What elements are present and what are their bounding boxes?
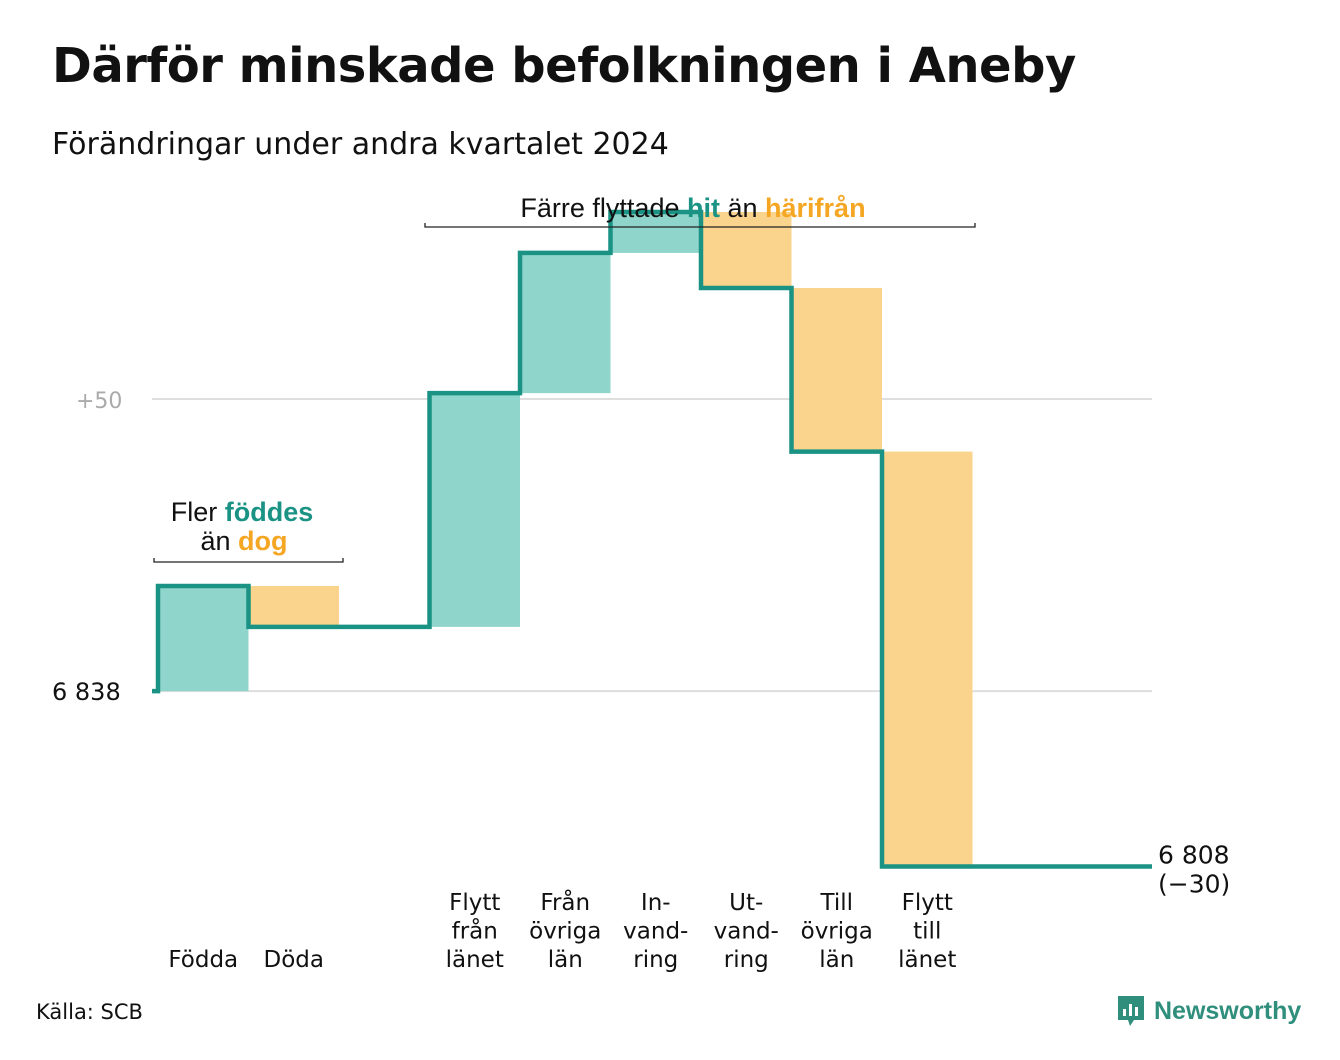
annotation-segment: Färre flyttade <box>520 193 687 223</box>
category-label: från <box>452 917 498 945</box>
annotation-segment: Fler <box>171 497 225 527</box>
category-label: länet <box>446 947 504 973</box>
category-label: län <box>819 947 854 973</box>
step-line <box>152 209 1152 869</box>
category-label: övriga <box>529 919 601 945</box>
bar-döda <box>248 585 339 627</box>
annotation-segment: föddes <box>225 497 314 527</box>
brand-name: Newsworthy <box>1154 996 1302 1025</box>
annotation-segment: hit <box>687 193 720 223</box>
category-label: In- <box>641 890 671 916</box>
annotation-segment: än <box>720 193 765 223</box>
source-note: Källa: SCB <box>36 1000 143 1024</box>
bar-födda <box>158 585 249 692</box>
end-change-label: (−30) <box>1158 869 1230 898</box>
annotation-births-bracket <box>153 558 344 563</box>
end-value-label: 6 808 <box>1158 840 1230 869</box>
category-label: län <box>548 947 583 973</box>
bar-flytt-till-länet <box>882 451 973 867</box>
chart-subtitle: Förändringar under andra kvartalet 2024 <box>52 127 669 162</box>
category-label: Flytt <box>902 890 953 916</box>
y-label-plus50: +50 <box>76 389 122 414</box>
category-label: Till <box>819 890 853 916</box>
annotation-migration: Färre flyttade hit än härifrån <box>520 193 865 223</box>
annotation-migration-bracket <box>424 223 976 228</box>
category-label: vand- <box>714 919 779 945</box>
category-label: övriga <box>801 919 873 945</box>
annotation-births-line1: Fler föddes <box>171 497 314 527</box>
category-label: Döda <box>264 947 324 973</box>
category-label: ring <box>633 947 678 973</box>
category-label: Födda <box>168 947 238 973</box>
category-label: länet <box>898 947 956 973</box>
annotation-segment: dog <box>238 526 287 556</box>
annotation-births-line2: än dog <box>200 526 287 556</box>
bar-invandring <box>610 212 701 253</box>
category-label: till <box>913 919 941 945</box>
category-label: Flytt <box>449 890 500 916</box>
category-label: vand- <box>623 919 688 945</box>
annotation-segment: än <box>200 526 238 556</box>
y-label-start: 6 838 <box>52 678 121 706</box>
bar-från-övriga-län <box>520 252 611 394</box>
newsworthy-logo-icon <box>1118 996 1144 1026</box>
brand-logo: Newsworthy <box>1116 994 1301 1028</box>
chart-title: Därför minskade befolkningen i Aneby <box>52 38 1076 94</box>
annotation-segment: härifrån <box>765 193 866 223</box>
bar-till-övriga-län <box>791 287 882 452</box>
bar-flytt-från-länet <box>429 393 520 627</box>
bar-utvandring <box>701 212 792 288</box>
category-label: Från <box>540 888 590 916</box>
category-label: Ut- <box>729 890 763 916</box>
category-label: ring <box>724 947 769 973</box>
